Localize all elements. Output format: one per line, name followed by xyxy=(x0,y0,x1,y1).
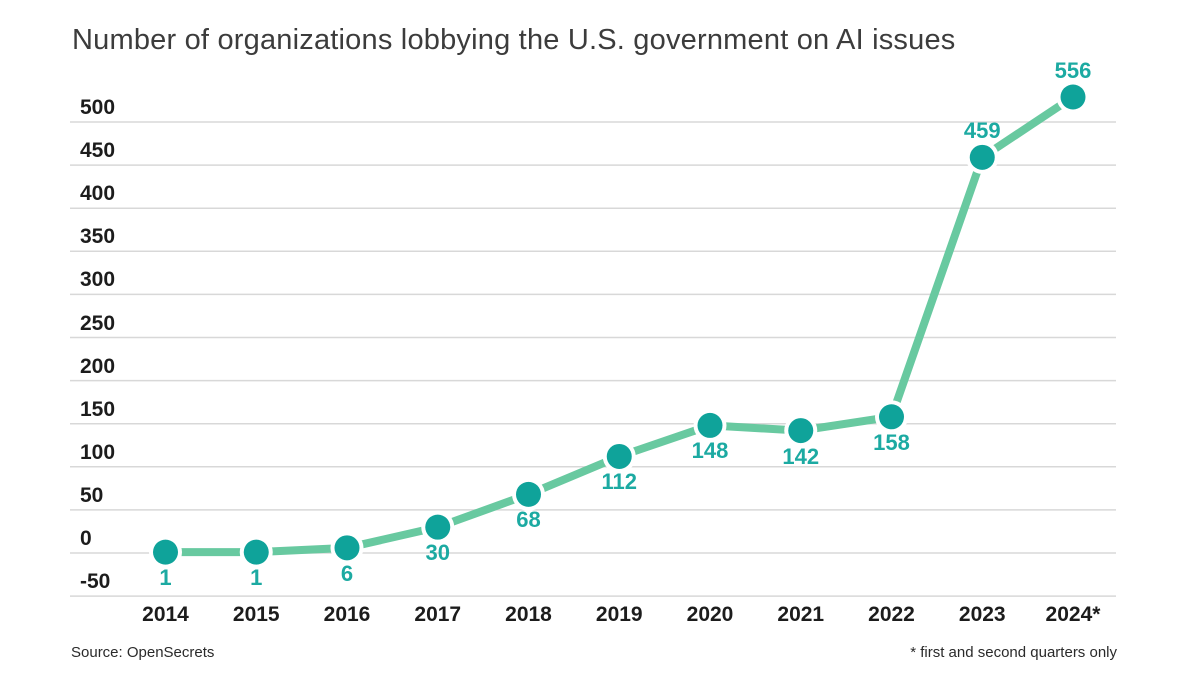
point-value-label-2015: 1 xyxy=(250,565,263,591)
point-value-label-2014: 1 xyxy=(159,565,172,591)
ytick-label-350: 350 xyxy=(80,225,116,249)
xtick-label-2014: 2014 xyxy=(142,603,189,626)
data-point-2021 xyxy=(788,418,814,444)
point-value-label-2018: 68 xyxy=(516,507,541,533)
data-point-2014 xyxy=(153,539,178,565)
data-point-2023 xyxy=(969,144,995,170)
point-value-label-2023: 459 xyxy=(963,118,1001,144)
ytick-label-0: 0 xyxy=(80,527,92,550)
data-point-2017 xyxy=(425,514,451,540)
xtick-label-2018: 2018 xyxy=(505,603,552,626)
data-point-2022 xyxy=(879,404,904,430)
xtick-label-2021: 2021 xyxy=(777,603,825,626)
ytick-label--50: -50 xyxy=(80,570,111,594)
point-value-label-2017: 30 xyxy=(425,540,450,566)
point-value-label-2016: 6 xyxy=(340,560,354,586)
data-point-2018 xyxy=(516,481,541,507)
point-value-label-2022: 158 xyxy=(873,429,910,455)
data-point-2019 xyxy=(606,443,632,469)
ytick-label-250: 250 xyxy=(80,311,116,335)
xtick-label-2017: 2017 xyxy=(414,603,462,626)
point-value-label-2019: 112 xyxy=(601,469,638,495)
ytick-label-450: 450 xyxy=(80,139,116,163)
ytick-label-150: 150 xyxy=(80,397,116,421)
xtick-label-2019: 2019 xyxy=(595,603,643,626)
xtick-label-2015: 2015 xyxy=(232,603,280,626)
source-label: Source: OpenSecrets xyxy=(71,644,215,661)
xtick-label-2023: 2023 xyxy=(958,603,1006,626)
xtick-label-2016: 2016 xyxy=(323,603,371,626)
footnote-label: * first and second quarters only xyxy=(910,644,1117,661)
point-value-label-2021: 142 xyxy=(782,443,820,469)
point-value-label-2020: 148 xyxy=(691,438,729,464)
data-point-2020 xyxy=(697,412,723,438)
data-point-2015 xyxy=(243,539,269,565)
xtick-label-2024*: 2024* xyxy=(1045,603,1101,626)
data-point-2016 xyxy=(334,535,360,561)
xtick-label-2020: 2020 xyxy=(686,603,734,626)
ytick-label-300: 300 xyxy=(80,268,116,292)
ytick-label-400: 400 xyxy=(80,182,116,206)
data-point-2024* xyxy=(1060,84,1086,110)
point-value-label-2024*: 556 xyxy=(1054,58,1092,83)
ytick-label-200: 200 xyxy=(80,354,116,378)
ytick-label-100: 100 xyxy=(80,440,116,464)
ytick-label-500: 500 xyxy=(80,96,116,119)
xtick-label-2022: 2022 xyxy=(868,603,915,626)
chart-title: Number of organizations lobbying the U.S… xyxy=(72,24,956,56)
ytick-label-50: 50 xyxy=(80,483,104,507)
